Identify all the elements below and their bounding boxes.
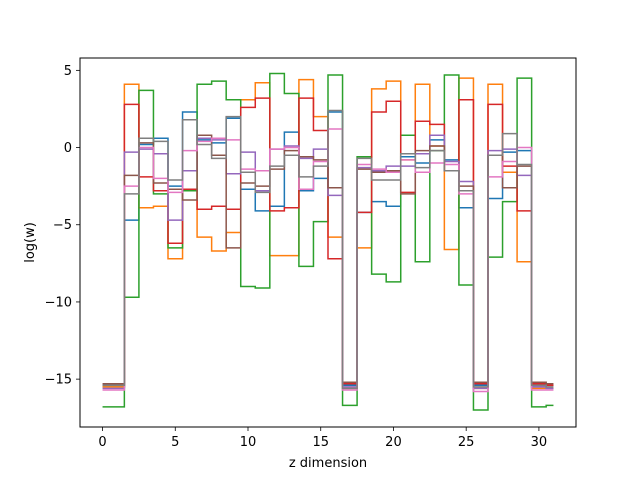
axes-frame	[79, 57, 577, 428]
x-tick-label: 5	[171, 435, 179, 450]
x-axis-label: z dimension	[289, 456, 367, 471]
y-tick-label: −10	[45, 295, 72, 310]
y-tick-label: −5	[53, 218, 72, 233]
x-tick-label: 30	[531, 435, 548, 450]
y-tick-label: 5	[64, 64, 72, 79]
x-tick-label: 20	[385, 435, 402, 450]
x-tick-label: 10	[240, 435, 257, 450]
x-tick-label: 25	[458, 435, 475, 450]
x-tick-label: 15	[312, 435, 329, 450]
y-axis: 5 0 −5 −10 −15	[45, 64, 80, 388]
x-tick-label: 0	[98, 435, 106, 450]
plot-area	[102, 72, 554, 411]
x-axis: 0 5 10 15 20 25 30	[98, 427, 547, 450]
y-tick-label: −15	[45, 373, 72, 388]
series-line-8	[102, 109, 554, 390]
series-line-4	[102, 97, 554, 387]
y-axis-label: log(w)	[23, 222, 38, 263]
y-tick-label: 0	[64, 141, 72, 156]
